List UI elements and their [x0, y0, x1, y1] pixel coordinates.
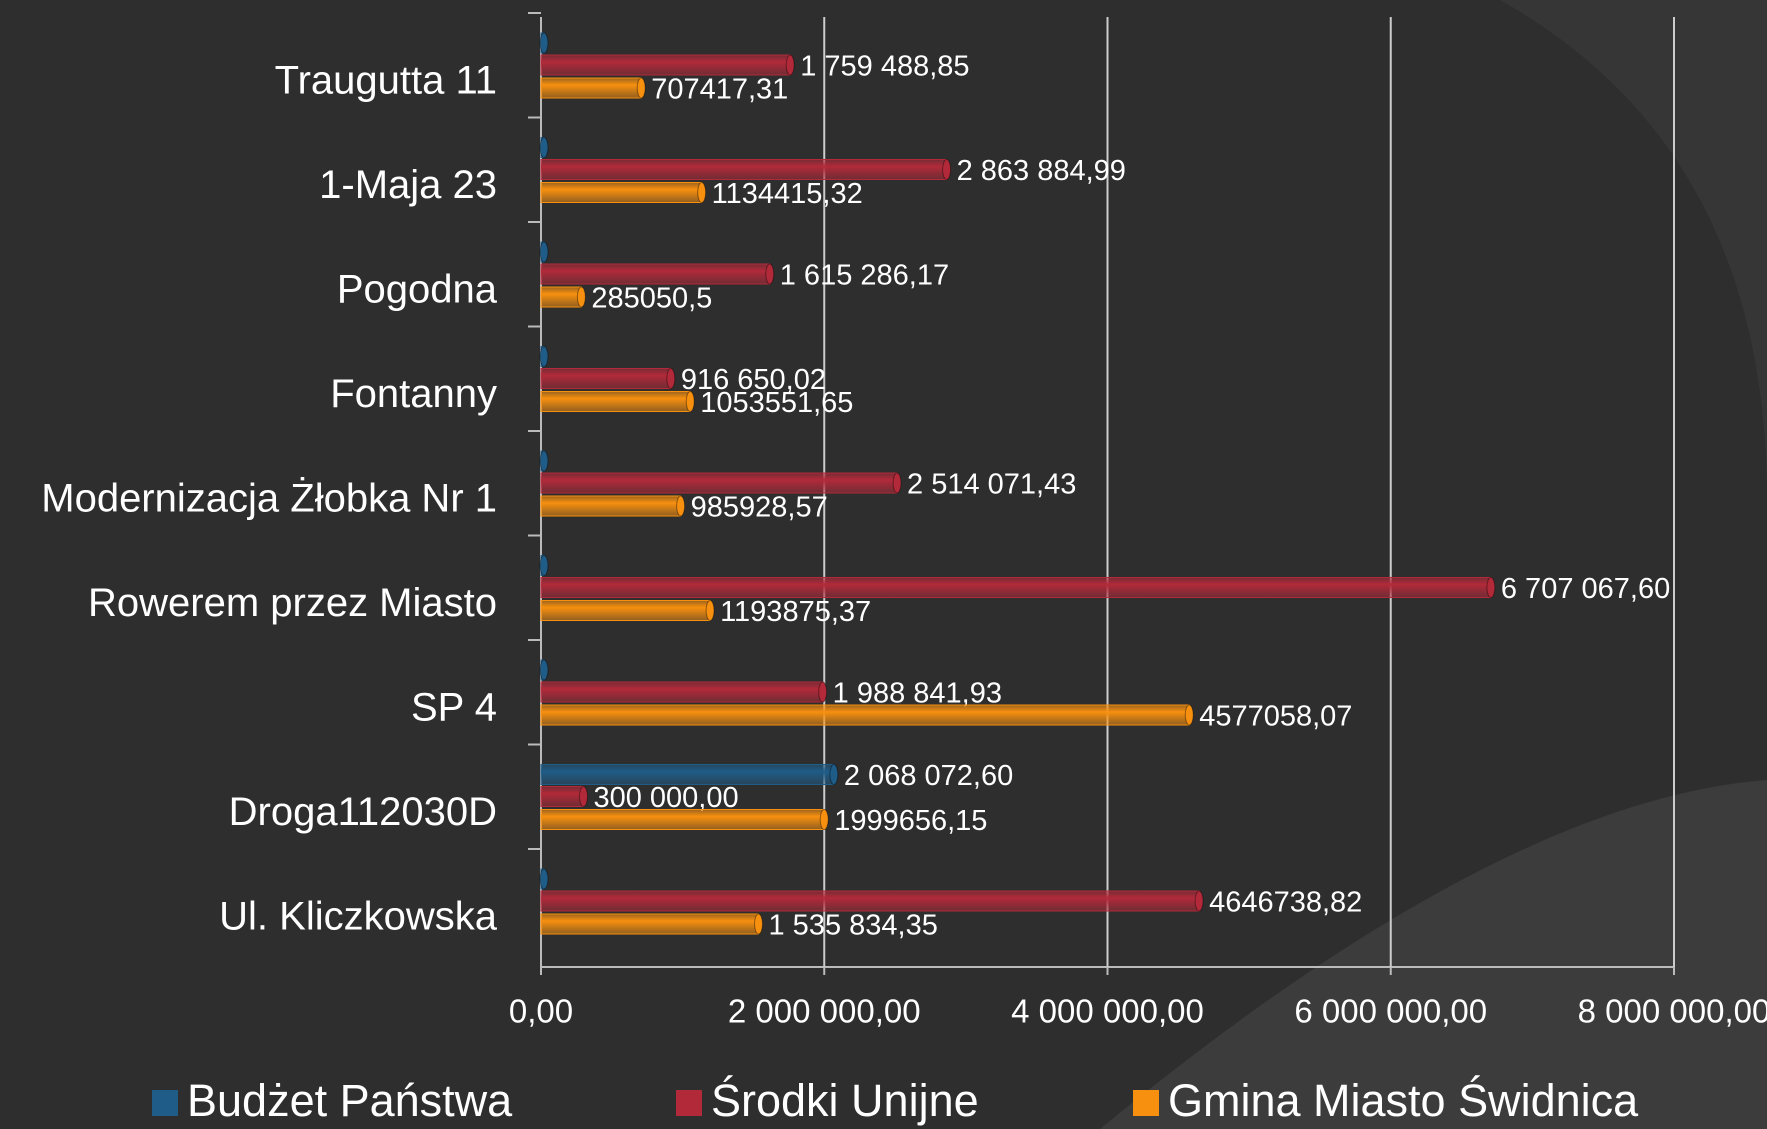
bar-cap — [685, 391, 695, 412]
data-label: 2 514 071,43 — [907, 469, 1076, 501]
bar-cap — [578, 786, 588, 807]
bar-cap — [666, 368, 676, 389]
data-label: 6 707 067,60 — [1501, 573, 1670, 605]
x-tick-label: 8 000 000,00 — [1578, 993, 1767, 1030]
bar — [540, 809, 825, 830]
bar-cap — [754, 913, 764, 935]
bar-cap — [1184, 704, 1194, 726]
data-label: 1 759 488,85 — [800, 51, 969, 83]
x-tick-label: 0,00 — [509, 993, 573, 1030]
background-shape — [1100, 780, 1767, 1129]
legend-label: Środki Unijne — [711, 1075, 979, 1126]
category-label: 1-Maja 23 — [319, 163, 497, 207]
bar-cap — [942, 159, 952, 180]
bar — [540, 159, 948, 180]
bar — [540, 472, 898, 494]
category-label: Rowerem przez Miasto — [88, 581, 497, 625]
bar-cap — [539, 137, 549, 158]
legend-swatch — [676, 1090, 702, 1116]
bar — [540, 681, 824, 703]
background-shape — [1500, 0, 1767, 500]
category-label: Ul. Kliczkowska — [219, 895, 498, 939]
category-label: Modernizacja Żłobka Nr 1 — [41, 476, 497, 521]
bar-cap — [765, 263, 775, 285]
data-label: 1 988 841,93 — [833, 678, 1002, 710]
category-label: Pogodna — [337, 268, 498, 312]
bar — [540, 704, 1190, 726]
bar-cap — [539, 659, 549, 681]
legend-label: Gmina Miasto Świdnica — [1168, 1075, 1639, 1126]
bar-cap — [636, 77, 646, 99]
bar — [540, 890, 1200, 912]
bar — [540, 913, 760, 935]
bar — [540, 182, 703, 203]
data-label: 1193875,37 — [720, 596, 871, 628]
bar — [540, 368, 672, 389]
x-tick-label: 6 000 000,00 — [1294, 993, 1487, 1030]
x-tick-label: 2 000 000,00 — [728, 993, 921, 1030]
bar-cap — [705, 600, 715, 621]
bar-cap — [676, 495, 686, 517]
x-tick-label: 4 000 000,00 — [1011, 993, 1204, 1030]
category-label: Droga112030D — [229, 790, 497, 834]
bar-cap — [829, 764, 839, 785]
bar — [540, 286, 582, 308]
bar-cap — [539, 450, 549, 472]
category-label: SP 4 — [411, 686, 497, 730]
bar-cap — [539, 868, 549, 890]
bar-cap — [1486, 577, 1496, 598]
legend-label: Budżet Państwa — [187, 1075, 513, 1126]
bar-cap — [697, 182, 707, 203]
bar-cap — [892, 472, 902, 494]
bar-cap — [539, 32, 549, 54]
data-label: 4577058,07 — [1199, 701, 1352, 733]
bar-cap — [539, 555, 549, 576]
bar — [540, 495, 682, 517]
data-label: 2 863 884,99 — [957, 155, 1126, 187]
category-label: Traugutta 11 — [275, 59, 497, 103]
bar-cap — [818, 681, 828, 703]
legend-swatch — [152, 1090, 178, 1116]
bar — [540, 263, 771, 285]
bar — [540, 786, 584, 807]
bar-cap — [1194, 890, 1204, 912]
legend-swatch — [1133, 1090, 1159, 1116]
data-label: 1 615 286,17 — [780, 260, 949, 292]
bar — [540, 600, 711, 621]
data-label: 1 535 834,35 — [769, 910, 938, 942]
data-label: 1999656,15 — [834, 805, 987, 837]
data-label: 285050,5 — [591, 283, 712, 315]
bar-cap — [576, 286, 586, 308]
data-label: 1134415,32 — [712, 178, 863, 210]
bar-cap — [539, 346, 549, 367]
data-label: 916 650,02 — [681, 364, 826, 396]
data-label: 4646738,82 — [1209, 887, 1362, 919]
bar — [540, 54, 791, 76]
bar — [540, 391, 691, 412]
bar — [540, 577, 1492, 598]
category-label: Fontanny — [330, 372, 497, 416]
data-label: 707417,31 — [651, 74, 788, 106]
data-label: 300 000,00 — [593, 782, 738, 814]
bar-cap — [785, 54, 795, 76]
data-label: 2 068 072,60 — [844, 760, 1013, 792]
bar — [540, 77, 642, 99]
bar-cap — [819, 809, 829, 830]
bar-cap — [539, 241, 549, 263]
data-label: 1053551,65 — [700, 387, 853, 419]
data-label: 985928,57 — [691, 492, 828, 524]
